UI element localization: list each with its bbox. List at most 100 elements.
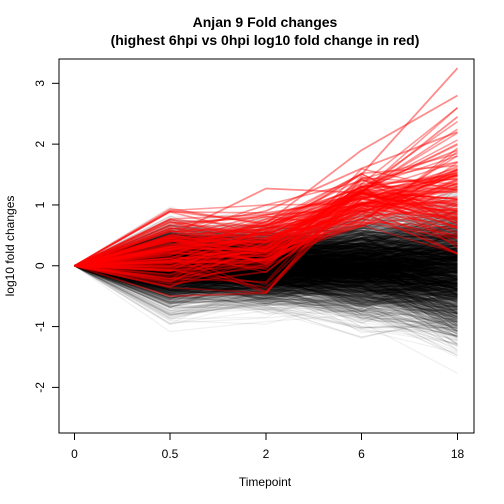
background-series-line — [74, 265, 458, 304]
background-series-line — [74, 244, 458, 273]
background-series-line — [74, 265, 458, 314]
background-series-line — [74, 265, 458, 357]
background-series-line — [74, 265, 458, 282]
highlighted-series-line — [74, 161, 458, 267]
background-series-line — [74, 244, 458, 274]
background-series-line — [74, 230, 458, 267]
background-series-line — [74, 249, 458, 267]
background-series-line — [74, 265, 458, 287]
background-series-line — [74, 254, 458, 283]
background-series-line — [74, 265, 458, 289]
background-series-line — [74, 250, 458, 277]
background-series-line — [74, 260, 458, 275]
background-series-line — [74, 265, 458, 302]
background-series-line — [74, 222, 458, 267]
background-series-line — [74, 242, 458, 286]
background-series-line — [74, 265, 458, 303]
background-series-line — [74, 232, 458, 268]
highlighted-series-line — [74, 193, 458, 267]
background-series-line — [74, 246, 458, 267]
background-series-line — [74, 259, 458, 283]
background-series-line — [74, 250, 458, 267]
background-series-line — [74, 265, 458, 300]
background-series-line — [74, 265, 458, 286]
background-series-line — [74, 241, 458, 281]
background-series-line — [74, 265, 458, 286]
background-series-line — [74, 265, 458, 290]
background-series-line — [74, 262, 458, 277]
background-series-line — [74, 245, 458, 286]
highlighted-series-line — [74, 192, 458, 267]
background-series-line — [74, 256, 458, 286]
background-series-line — [74, 265, 458, 300]
background-series-line — [74, 218, 458, 267]
background-series-line — [74, 210, 458, 267]
highlighted-series-line — [74, 182, 458, 267]
background-series-line — [74, 265, 458, 334]
background-series-line — [74, 265, 458, 299]
background-series-line — [74, 265, 458, 325]
background-series-line — [74, 265, 458, 327]
background-series-line — [74, 265, 458, 329]
background-series-line — [74, 256, 458, 292]
background-series-line — [74, 243, 458, 278]
background-series-line — [74, 245, 458, 270]
background-series-line — [74, 246, 458, 267]
background-series-line — [74, 243, 458, 279]
background-series-line — [74, 263, 458, 299]
background-series-line — [74, 265, 458, 291]
background-series-line — [74, 223, 458, 267]
background-series-line — [74, 265, 458, 352]
background-series-line — [74, 259, 458, 283]
highlighted-series-line — [74, 185, 458, 273]
background-series-line — [74, 265, 458, 322]
background-series-line — [74, 210, 458, 267]
background-series-line — [74, 264, 458, 287]
background-series-line — [74, 250, 458, 290]
background-series-line — [74, 228, 458, 267]
background-series-line — [74, 211, 458, 267]
background-series-line — [74, 254, 458, 291]
background-series-line — [74, 225, 458, 285]
background-series-line — [74, 251, 458, 279]
background-series-line — [74, 246, 458, 287]
background-series-line — [74, 257, 458, 283]
background-series-line — [74, 249, 458, 291]
background-series-line — [74, 253, 458, 332]
background-series-line — [74, 258, 458, 290]
background-series-line — [74, 265, 458, 321]
background-series-line — [74, 237, 458, 267]
background-series-line — [74, 242, 458, 267]
background-series-line — [74, 259, 458, 310]
background-series-line — [74, 230, 458, 267]
background-series-line — [74, 235, 458, 269]
background-series-line — [74, 261, 458, 272]
background-series-line — [74, 261, 458, 282]
background-series-line — [74, 235, 458, 267]
background-series-line — [74, 265, 458, 302]
background-series-line — [74, 265, 458, 294]
background-series-line — [74, 265, 458, 346]
background-series-line — [74, 224, 458, 267]
background-series-line — [74, 256, 458, 326]
highlighted-series-line — [74, 176, 458, 267]
background-series-line — [74, 229, 458, 267]
background-series-line — [74, 265, 458, 303]
background-series-line — [74, 236, 458, 274]
background-series-line — [74, 262, 458, 278]
background-series-line — [74, 204, 458, 267]
background-series-line — [74, 216, 458, 267]
background-series-line — [74, 256, 458, 278]
background-series-line — [74, 249, 458, 284]
highlighted-series-line — [74, 184, 458, 267]
background-series-line — [74, 252, 458, 290]
background-series-line — [74, 263, 458, 270]
background-series-line — [74, 260, 458, 285]
background-series-line — [74, 227, 458, 267]
highlighted-series-line — [74, 161, 458, 267]
background-series-line — [74, 226, 458, 267]
background-series-line — [74, 257, 458, 287]
background-series-line — [74, 249, 458, 290]
background-series-line — [74, 244, 458, 278]
background-series-line — [74, 190, 458, 267]
